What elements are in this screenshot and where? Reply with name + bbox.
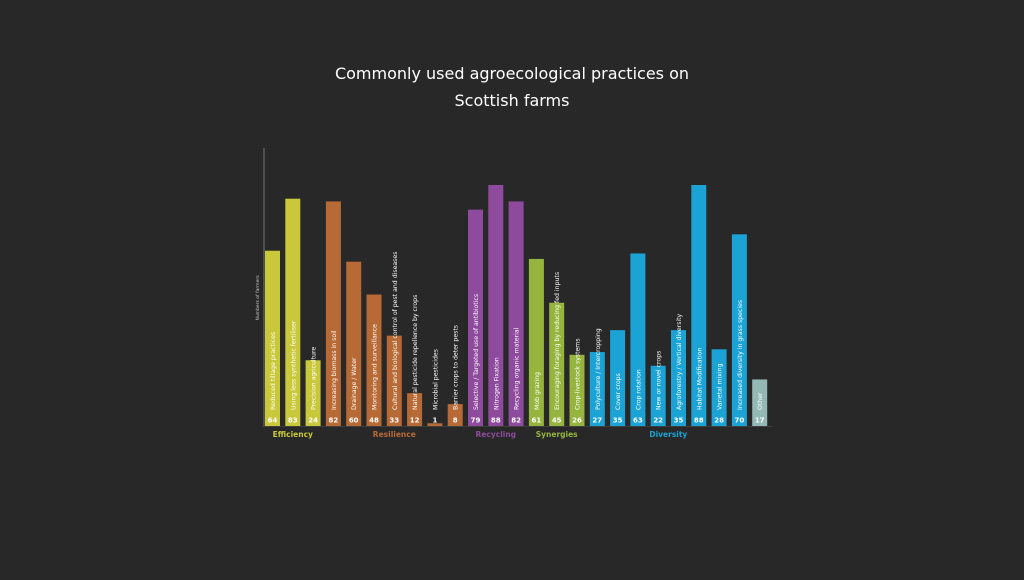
bar-1 <box>265 250 280 426</box>
value-label-6: 48 <box>369 417 379 425</box>
value-label-21: 35 <box>674 417 684 425</box>
group-label-efficiency: Efficiency <box>273 430 313 439</box>
bar-20 <box>650 365 666 426</box>
bar-11 <box>468 209 483 426</box>
bar-21 <box>671 330 686 426</box>
chart-title-line-1: Commonly used agroecological practices o… <box>334 64 690 83</box>
value-label-1: 64 <box>268 417 278 425</box>
value-label-23: 28 <box>714 417 724 425</box>
category-label-25: Other <box>757 392 764 410</box>
bar-25 <box>752 379 768 426</box>
category-label-5: Drainage / Water <box>351 357 358 410</box>
bar-13 <box>508 201 524 426</box>
value-label-18: 35 <box>613 417 623 425</box>
category-label-3: Precision agriculture <box>311 347 318 410</box>
value-label-12: 88 <box>491 417 501 425</box>
value-label-8: 12 <box>410 417 420 425</box>
category-label-18: Cover crops <box>615 373 622 410</box>
bar-6 <box>366 294 382 426</box>
group-label-resilience: Resilience <box>373 430 416 439</box>
value-label-14: 61 <box>532 417 542 425</box>
category-label-13: Recycling organic material <box>514 327 521 410</box>
bar-4 <box>325 201 341 426</box>
value-label-17: 27 <box>592 417 602 425</box>
category-label-9: Microbial pesticides <box>432 349 439 410</box>
bar-16 <box>569 354 585 426</box>
bar-2 <box>285 198 301 426</box>
group-label-diversity: Diversity <box>649 430 687 439</box>
category-label-22: Habitat Modification <box>696 348 703 410</box>
category-label-10: Barrier crops to deter pests <box>453 325 460 410</box>
bar-12 <box>488 185 504 426</box>
chart-title-line-2: Scottish farms <box>454 91 570 110</box>
value-label-20: 22 <box>653 417 663 425</box>
value-label-10: 8 <box>453 417 458 425</box>
value-label-15: 45 <box>552 417 562 425</box>
category-label-8: Natural pesticide repellence by crops <box>412 295 419 410</box>
category-label-12: Nitrogen Fixation <box>493 357 500 410</box>
bar-8 <box>407 393 423 426</box>
value-label-24: 70 <box>735 417 745 425</box>
category-label-15: Encouraging foraging by reducing fed inp… <box>554 272 561 410</box>
category-label-24: Increased diversity in grass species <box>737 300 744 410</box>
bar-19 <box>630 253 646 426</box>
group-label-recycling: Recycling <box>476 430 517 439</box>
bar-9 <box>427 423 443 426</box>
bar-23 <box>711 349 727 426</box>
category-label-1: Reduced tillage practices <box>270 332 277 410</box>
category-label-21: Agroforestry / Vertical diversity <box>676 313 683 410</box>
category-label-4: Increasing biomass in soil <box>331 330 338 410</box>
y-axis-label: Numbers of farmers <box>255 275 261 321</box>
category-label-17: Polyculture / Intercropping <box>595 328 602 410</box>
category-label-16: Crop-livestock systems <box>575 338 582 410</box>
category-label-14: Mob grazing <box>534 372 541 410</box>
value-label-5: 60 <box>349 417 359 425</box>
value-label-4: 82 <box>329 417 339 425</box>
value-label-19: 63 <box>633 417 643 425</box>
category-label-7: Cultural and biological control of pest … <box>392 252 399 410</box>
value-label-7: 33 <box>389 417 399 425</box>
bar-5 <box>346 261 362 426</box>
category-label-6: Monitoring and surveillance <box>372 324 379 410</box>
bar-15 <box>549 302 565 426</box>
value-label-16: 26 <box>572 417 582 425</box>
category-label-23: Varietal mixing <box>717 363 724 410</box>
category-label-2: Using less synthetic fertiliser <box>290 320 297 410</box>
bar-14 <box>528 258 544 426</box>
value-label-22: 88 <box>694 417 704 425</box>
bar-7 <box>386 335 402 426</box>
bar-22 <box>691 185 707 426</box>
bar-3 <box>305 360 321 426</box>
group-label-synergies: Synergies <box>536 430 578 439</box>
value-label-2: 83 <box>288 417 298 425</box>
category-label-20: New or novel crops <box>656 351 663 410</box>
bar-24 <box>731 234 747 426</box>
category-label-11: Selective / Targeted use of antibiotics <box>473 294 480 410</box>
value-label-25: 17 <box>755 417 765 425</box>
value-label-3: 24 <box>308 417 318 425</box>
category-label-19: Crop rotation <box>635 369 642 410</box>
bar-17 <box>589 352 605 426</box>
bar-10 <box>447 404 463 426</box>
value-label-13: 82 <box>511 417 521 425</box>
value-label-9: 1 <box>432 417 437 425</box>
bar-18 <box>610 330 626 426</box>
value-label-11: 79 <box>471 417 481 425</box>
